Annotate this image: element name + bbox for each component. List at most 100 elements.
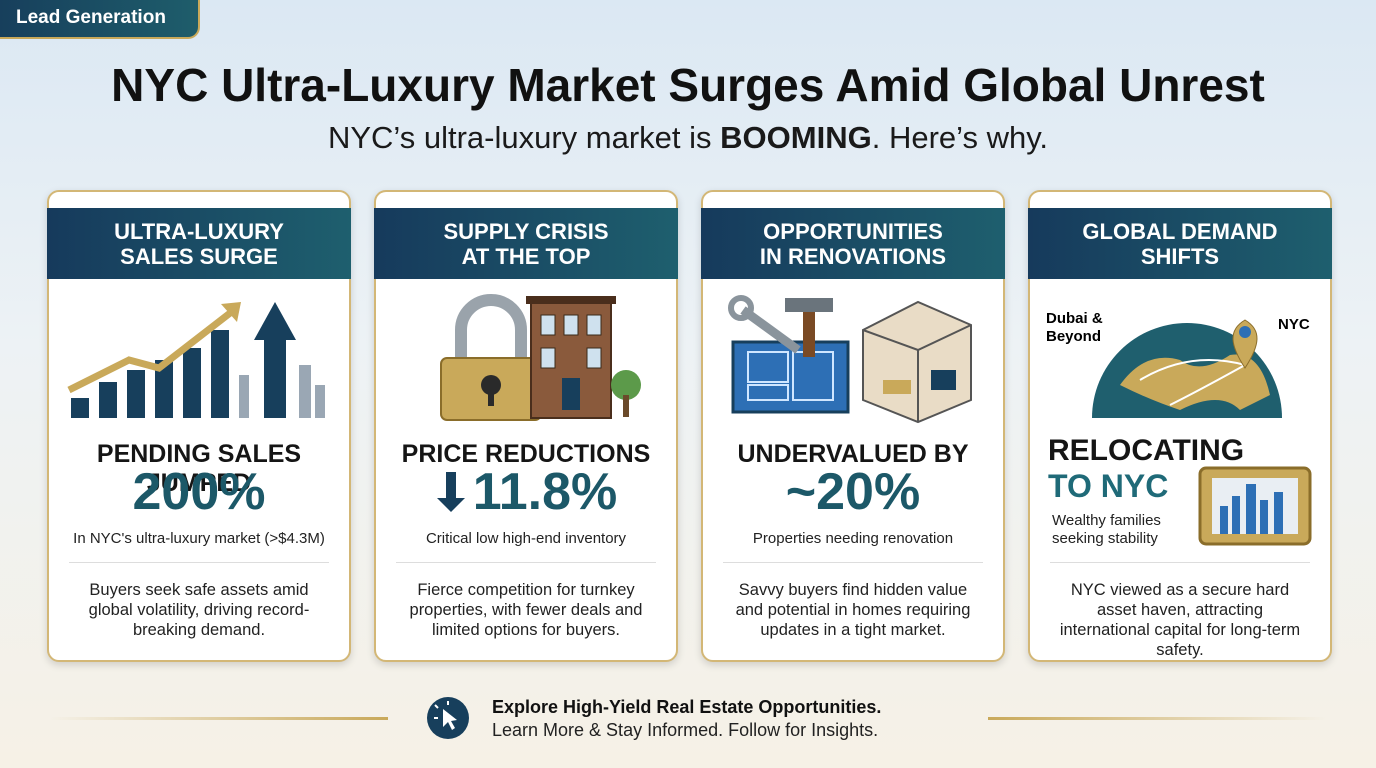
cta-subline: Learn More & Stay Informed. Follow for I…	[492, 720, 879, 740]
icon-shape	[540, 314, 602, 369]
vault-illustration	[1198, 466, 1313, 553]
subtitle-text: . Here’s why.	[871, 120, 1049, 155]
icon-shape	[254, 302, 296, 340]
icon-shape	[455, 294, 527, 360]
stat-label: UNDERVALUED BY	[737, 440, 969, 468]
icon-shape	[562, 378, 580, 410]
icon-shape	[481, 375, 501, 395]
icon-shape	[71, 398, 89, 418]
stat-value-text: 11.8%	[472, 463, 618, 521]
icon-shape	[1139, 359, 1246, 406]
header-line: OPPORTUNITIES	[763, 218, 943, 244]
icon-shape	[623, 395, 629, 417]
map-label: NYC	[1278, 316, 1310, 333]
card: GLOBAL DEMAND SHIFTS RELOCATING TO NYC Wealt…	[1028, 190, 1332, 662]
stat-note: Critical low high-end inventory	[425, 530, 627, 547]
map-label: Dubai & Beyond	[1046, 310, 1103, 345]
header-line: GLOBAL DEMAND	[1082, 218, 1278, 244]
cta-headline: Explore High-Yield Real Estate Opportuni…	[492, 697, 882, 717]
icon-shape	[71, 302, 296, 418]
description: Buyers seek safe assets amid global vola…	[88, 581, 310, 639]
card-header: GLOBAL DEMAND SHIFTS	[1028, 208, 1332, 279]
stat-label: PRICE REDUCTIONS	[401, 440, 651, 468]
icon-shape	[436, 472, 465, 512]
icon-shape	[239, 375, 249, 418]
icon-shape	[127, 370, 145, 418]
description: Fierce competition for turnkey propertie…	[409, 581, 643, 639]
divider	[1050, 562, 1310, 563]
icon-shape	[1260, 500, 1268, 534]
icon-shape	[315, 385, 325, 418]
stat-note: In NYC's ultra-luxury market (>$4.3M)	[73, 530, 325, 547]
divider	[69, 562, 329, 563]
illustration	[1030, 290, 1330, 430]
icon-shape	[728, 295, 754, 321]
description: Savvy buyers find hidden value and poten…	[735, 581, 971, 639]
down-arrow	[436, 472, 465, 512]
divider	[988, 717, 1326, 720]
stat-label: PENDING SALES JUMPED	[96, 440, 302, 497]
icon-shape	[785, 298, 833, 312]
card-header: OPPORTUNITIES IN RENOVATIONS	[701, 208, 1005, 279]
icon-shape	[221, 302, 241, 322]
subtitle-emphasis: BOOMING	[720, 120, 872, 155]
icon	[728, 295, 972, 424]
icon-shape	[1220, 484, 1283, 534]
card-header: ULTRA-LUXURY SALES SURGE	[47, 208, 351, 279]
stat-note: Properties needing renovation	[752, 530, 954, 547]
icon-shape	[1120, 354, 1270, 410]
stat-label: TO NYC	[1048, 468, 1169, 504]
icon-shape	[434, 701, 449, 719]
icon-shape	[67, 307, 237, 394]
icon	[440, 294, 641, 421]
icon-shape	[1232, 496, 1240, 534]
icon-shape	[563, 314, 579, 336]
stat-value-text: ~20%	[785, 463, 921, 521]
icon-shape	[99, 382, 117, 418]
icon-shape	[540, 347, 556, 369]
illustration	[703, 290, 1003, 430]
icon-shape	[931, 370, 956, 390]
header-line: SALES SURGE	[120, 243, 278, 269]
icon-shape	[611, 370, 641, 400]
icon-shape	[883, 380, 911, 394]
stat-value: 11.8%	[376, 462, 676, 522]
icon-shape	[740, 306, 801, 354]
icon-shape	[239, 365, 325, 418]
icon	[67, 302, 325, 418]
icon-shape	[540, 314, 556, 336]
subtitle: NYC’s ultra-luxury market is BOOMING. He…	[0, 120, 1376, 156]
icon-shape	[488, 388, 494, 406]
icon	[1092, 319, 1282, 418]
icon-shape	[1246, 484, 1256, 534]
stat-note: Wealthy families seeking stability	[1052, 512, 1161, 547]
badge: Lead Generation	[0, 0, 200, 39]
divider	[396, 562, 656, 563]
icon-shape	[747, 384, 789, 401]
icon-shape	[1274, 492, 1283, 534]
subtitle-text: NYC’s ultra-luxury market is	[327, 120, 721, 155]
icon-shape	[155, 360, 173, 418]
card-header: SUPPLY CRISIS AT THE TOP	[374, 208, 678, 279]
header-line: ULTRA-LUXURY	[114, 218, 284, 244]
icon-shape	[1239, 326, 1251, 338]
card: ULTRA-LUXURY SALES SURGE PENDING SALES JUM…	[47, 190, 351, 662]
illustration	[49, 290, 349, 430]
description: NYC viewed as a secure hard asset haven,…	[1059, 581, 1301, 659]
icon-shape	[526, 296, 616, 304]
stat-value: 200%	[49, 462, 349, 522]
icon-shape	[183, 348, 201, 418]
cta-icon	[427, 697, 469, 739]
icon-shape	[747, 351, 789, 383]
icon-shape	[299, 365, 311, 418]
icon-shape	[1220, 506, 1228, 534]
icon-shape	[264, 338, 286, 418]
stat-label: RELOCATING	[1048, 434, 1245, 467]
title: NYC Ultra-Luxury Market Surges Amid Glob…	[111, 59, 1265, 111]
icon-shape	[443, 709, 457, 730]
card: OPPORTUNITIES IN RENOVATIONS UNDERVALUED B…	[701, 190, 1005, 662]
divider	[723, 562, 983, 563]
card: SUPPLY CRISIS AT THE TOP PRICE REDUCTIONS 1…	[374, 190, 678, 662]
icon-shape	[803, 302, 815, 357]
